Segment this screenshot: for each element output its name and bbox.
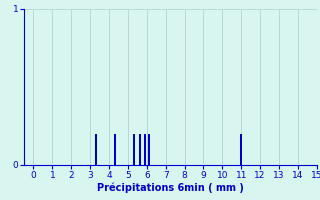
Bar <box>139 134 141 165</box>
Bar <box>95 134 97 165</box>
Bar <box>144 134 146 165</box>
Bar <box>114 134 116 165</box>
X-axis label: Précipitations 6min ( mm ): Précipitations 6min ( mm ) <box>97 182 244 193</box>
Bar <box>148 134 150 165</box>
Bar <box>240 134 242 165</box>
Bar <box>132 134 134 165</box>
